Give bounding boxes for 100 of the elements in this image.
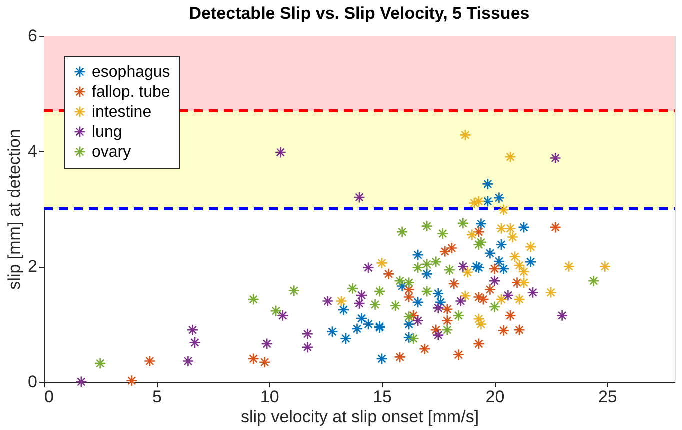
point [444,264,456,276]
point [473,226,485,238]
point [421,268,433,280]
point [498,263,510,275]
point [336,295,348,308]
point [511,276,524,289]
legend-label: esophagus [92,64,170,81]
point [563,260,575,273]
point [452,349,465,361]
point [76,376,88,388]
point [524,241,537,253]
point [421,220,433,232]
point [496,222,508,234]
point [403,291,415,304]
point [475,318,488,330]
point [354,298,366,310]
point [432,302,444,314]
point [126,374,138,387]
point [498,324,510,337]
point [556,310,568,322]
point [550,222,562,234]
point [502,290,514,302]
point [362,262,374,274]
point [356,290,368,302]
point [488,301,501,313]
point [382,268,395,280]
point [430,324,442,336]
point [396,280,408,292]
point [550,152,562,164]
point [322,295,334,308]
point [473,196,485,208]
point [509,250,521,263]
point [462,266,474,278]
point [473,338,485,350]
point [484,284,496,296]
point [468,197,480,210]
point [434,296,447,308]
point [455,295,467,308]
point [403,318,415,330]
point [460,290,472,302]
point [496,294,508,306]
point [588,275,600,287]
point [506,231,519,244]
point [473,238,485,251]
point [261,338,273,350]
point [248,353,260,365]
point [527,286,539,299]
point [276,310,289,322]
point [302,342,314,354]
point [376,257,388,270]
point [394,275,406,287]
x-tick-label: 10 [260,388,280,406]
point [545,286,557,299]
legend-label: intestine [92,104,152,121]
point [514,324,526,336]
point [189,336,201,349]
point [338,304,350,316]
legend-label: fallop. tube [92,84,170,101]
point [374,286,386,298]
point [452,310,465,322]
point [478,294,490,306]
point [403,276,415,289]
point [473,313,485,326]
point [390,300,402,312]
point [369,298,382,311]
point [182,355,194,368]
point [441,314,454,327]
y-tick-label: 6 [28,26,38,46]
point [356,312,368,324]
point [302,328,314,340]
x-tick-label: 20 [486,388,505,406]
point [408,332,420,345]
point [340,332,352,345]
point [473,291,485,304]
point [482,178,494,190]
x-tick-label: 15 [373,388,392,406]
point [493,256,506,268]
point [475,236,488,248]
x-tick-label: 0 [44,388,54,406]
point [354,192,366,204]
point [504,151,516,163]
point [144,355,156,368]
y-tick-label: 2 [28,257,38,276]
point [504,310,516,322]
point [441,324,454,336]
point [376,353,388,365]
point [518,266,530,278]
point [496,238,508,251]
point [484,248,496,260]
legend-label: ovary [92,144,132,161]
point [288,284,300,297]
x-axis-title: slip velocity at slip onset [mm/s] [240,408,480,426]
legend-label: lung [92,124,122,141]
point [436,228,449,240]
point [408,310,420,322]
point [514,260,526,272]
point [403,332,415,344]
point [412,314,424,327]
point [396,226,408,238]
point [326,326,338,338]
